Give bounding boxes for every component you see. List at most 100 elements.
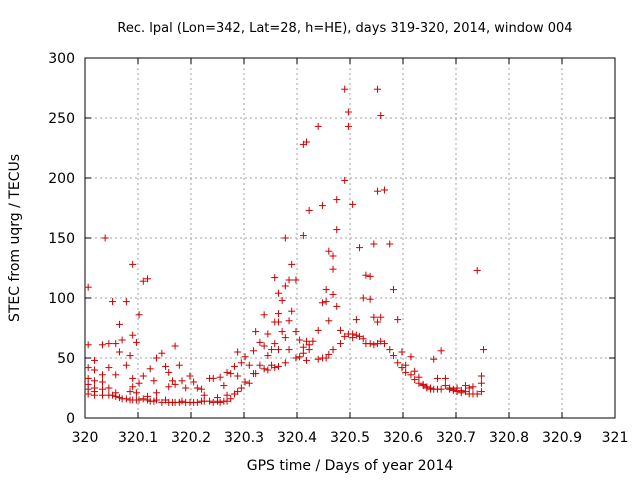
data-point — [314, 122, 322, 130]
data-point — [178, 377, 186, 385]
data-point — [115, 348, 123, 356]
data-point — [278, 328, 286, 336]
y-tick-label: 150 — [48, 231, 75, 247]
data-point — [129, 260, 137, 268]
data-point — [150, 377, 158, 385]
data-point — [158, 398, 166, 406]
data-point — [296, 353, 304, 361]
data-point — [193, 384, 201, 392]
data-point — [135, 396, 143, 404]
data-point — [322, 286, 330, 294]
data-point — [98, 371, 106, 379]
data-point — [344, 108, 352, 116]
data-point — [112, 371, 120, 379]
data-point — [370, 313, 378, 321]
y-tick-label: 250 — [48, 111, 75, 127]
y-tick-label: 100 — [48, 291, 75, 307]
data-point — [441, 382, 449, 390]
y-tick-label: 200 — [48, 171, 75, 187]
data-point — [101, 234, 109, 242]
data-point — [281, 282, 289, 290]
data-point — [126, 388, 134, 396]
data-point — [135, 379, 143, 387]
data-point — [84, 390, 92, 398]
gridlines — [85, 58, 615, 418]
data-point — [241, 378, 249, 386]
data-point — [132, 338, 140, 346]
data-point — [209, 398, 217, 406]
data-point — [285, 276, 293, 284]
data-point — [325, 350, 333, 358]
data-point — [139, 372, 147, 380]
data-point — [333, 302, 341, 310]
data-point — [349, 334, 357, 342]
data-point — [359, 294, 367, 302]
data-point — [349, 200, 357, 208]
data-point — [153, 396, 161, 404]
data-point — [366, 272, 374, 280]
data-point — [115, 320, 123, 328]
data-point — [129, 331, 137, 339]
data-point — [318, 202, 326, 210]
data-point — [122, 395, 130, 403]
data-point — [394, 316, 402, 324]
y-tick-label: 0 — [66, 411, 75, 427]
x-tick-label: 320.1 — [118, 430, 158, 446]
data-point — [366, 340, 374, 348]
data-point — [122, 298, 130, 306]
data-point — [309, 337, 317, 345]
data-point — [105, 364, 113, 372]
data-point — [374, 318, 382, 326]
data-point — [241, 353, 249, 361]
data-point — [264, 330, 272, 338]
data-point — [322, 298, 330, 306]
data-point — [216, 373, 224, 381]
data-point — [105, 340, 113, 348]
data-point — [441, 374, 449, 382]
data-point — [374, 85, 382, 93]
data-point — [473, 266, 481, 274]
data-point — [260, 311, 268, 319]
data-point — [281, 334, 289, 342]
chart-title: Rec. lpal (Lon=342, Lat=28, h=HE), days … — [117, 21, 572, 36]
data-point — [477, 379, 485, 387]
data-point — [175, 361, 183, 369]
data-point — [329, 265, 337, 273]
data-point — [329, 290, 337, 298]
x-tick-label: 320.5 — [330, 430, 370, 446]
data-point — [433, 374, 441, 382]
data-point — [303, 337, 311, 345]
data-point — [178, 397, 186, 405]
data-point — [162, 362, 170, 370]
data-point — [260, 365, 268, 373]
data-point — [314, 326, 322, 334]
data-point — [186, 372, 194, 380]
data-point — [389, 286, 397, 294]
data-point — [223, 397, 231, 405]
data-point — [359, 335, 367, 343]
data-point — [462, 382, 470, 390]
data-point — [98, 391, 106, 399]
data-point — [374, 187, 382, 195]
data-point — [84, 283, 92, 291]
data-point — [325, 317, 333, 325]
data-point — [274, 289, 282, 297]
x-tick-label: 321 — [602, 430, 629, 446]
data-point — [480, 346, 488, 354]
data-point — [209, 374, 217, 382]
data-point — [377, 313, 385, 321]
axis-ticks: 320 320.1 320.2 320.3 320.4 320.5 320.6 320.7 32… — [48, 51, 628, 446]
data-point — [146, 365, 154, 373]
data-point — [234, 388, 242, 396]
data-point — [98, 385, 106, 393]
data-point — [171, 342, 179, 350]
data-point — [198, 385, 206, 393]
data-point — [182, 384, 190, 392]
x-tick-label: 320.3 — [224, 430, 264, 446]
x-tick-label: 320 — [72, 430, 99, 446]
data-point — [299, 232, 307, 240]
x-tick-label: 320.7 — [436, 430, 476, 446]
data-point — [407, 371, 415, 379]
data-point — [473, 390, 481, 398]
data-point — [402, 361, 410, 369]
